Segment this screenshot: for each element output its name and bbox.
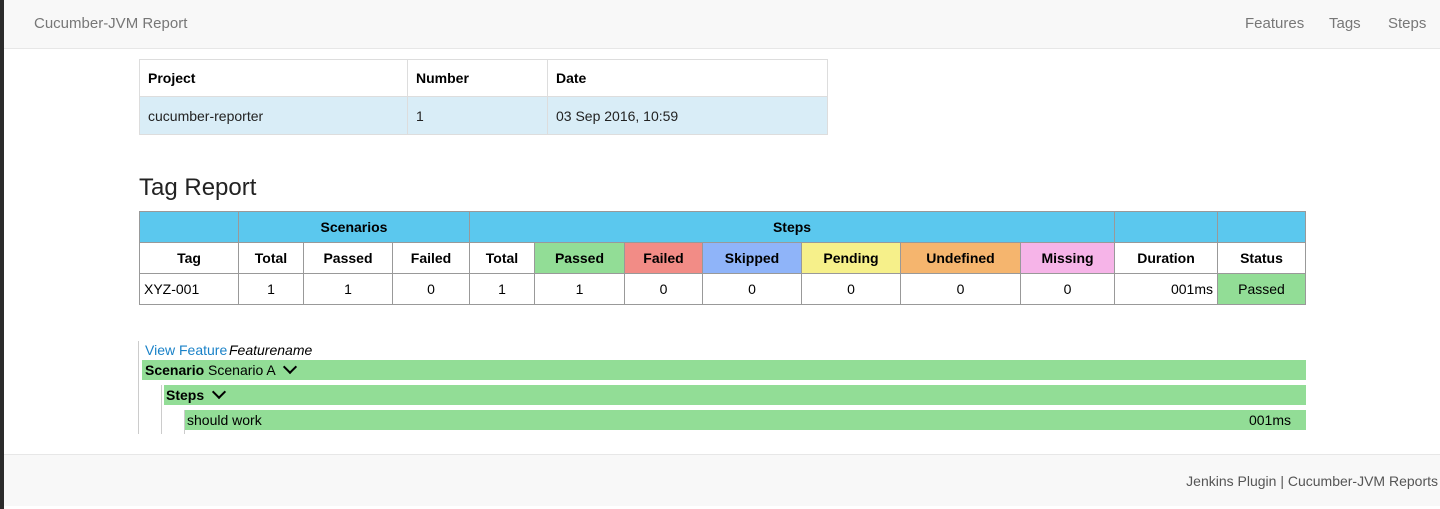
group-empty-status [1217, 211, 1306, 243]
scenario-keyword: Scenario [145, 362, 205, 378]
scenario-bar[interactable]: Scenario Scenario A [142, 359, 1306, 380]
col-status[interactable]: Status [1217, 242, 1306, 274]
footer: Jenkins Plugin | Cucumber-JVM Reports [4, 454, 1440, 506]
group-steps: Steps [469, 211, 1115, 243]
tag-name-link[interactable]: XYZ-001 [139, 273, 239, 305]
step-indent-line [184, 410, 185, 434]
cell-steps-failed: 0 [624, 273, 703, 305]
steps-indent-line [161, 385, 162, 434]
cell-steps-pending: 0 [801, 273, 901, 305]
header-date: Date [547, 59, 828, 97]
build-date: 03 Sep 2016, 10:59 [547, 96, 828, 135]
cell-duration: 001ms [1114, 273, 1218, 305]
col-scenarios-passed[interactable]: Passed [303, 242, 393, 274]
header-number: Number [407, 59, 548, 97]
col-steps-failed[interactable]: Failed [624, 242, 703, 274]
cell-scenarios-total: 1 [238, 273, 304, 305]
col-steps-total[interactable]: Total [469, 242, 535, 274]
col-scenarios-failed[interactable]: Failed [392, 242, 470, 274]
nav-tags[interactable]: Tags [1329, 15, 1361, 32]
group-empty-duration [1114, 211, 1218, 243]
cell-scenarios-failed: 0 [392, 273, 470, 305]
project-name: cucumber-reporter [139, 96, 408, 135]
table-row: XYZ-001 1 1 0 1 1 0 0 0 0 0 001ms Passed [139, 273, 1306, 305]
chevron-down-icon[interactable] [282, 359, 297, 375]
col-steps-undefined[interactable]: Undefined [900, 242, 1021, 274]
nav-features[interactable]: Features [1245, 15, 1305, 32]
cell-steps-total: 1 [469, 273, 535, 305]
cell-scenarios-passed: 1 [303, 273, 393, 305]
feature-name: Featurename [229, 342, 313, 358]
steps-label: Steps [166, 387, 205, 403]
col-steps-pending[interactable]: Pending [801, 242, 901, 274]
feature-details: View Feature Featurename Scenario Scenar… [138, 341, 1307, 434]
step-duration: 001ms [1248, 412, 1291, 428]
brand-link[interactable]: Cucumber-JVM Report [34, 15, 188, 32]
project-info-table: Project Number Date cucumber-reporter 1 … [139, 59, 828, 135]
chevron-down-icon[interactable] [211, 384, 227, 400]
steps-bar[interactable]: Steps [164, 384, 1306, 405]
top-navbar: Cucumber-JVM Report Features Tags Steps [4, 0, 1440, 49]
build-number: 1 [407, 96, 548, 135]
step-text: should work [187, 412, 262, 428]
cell-steps-undefined: 0 [900, 273, 1021, 305]
col-steps-passed[interactable]: Passed [534, 242, 625, 274]
report-page: Cucumber-JVM Report Features Tags Steps … [4, 0, 1440, 509]
group-scenarios: Scenarios [238, 211, 470, 243]
cell-steps-passed: 1 [534, 273, 625, 305]
step-row: should work 001ms [185, 410, 1306, 430]
col-tag[interactable]: Tag [139, 242, 239, 274]
header-project: Project [139, 59, 408, 97]
col-duration[interactable]: Duration [1114, 242, 1218, 274]
scenario-name: Scenario A [208, 362, 275, 378]
view-feature-link[interactable]: View Feature [145, 342, 228, 358]
tag-report-title: Tag Report [139, 174, 257, 201]
tag-report-table: Scenarios Steps Tag Total Passed Failed … [139, 211, 1306, 305]
group-empty [139, 211, 239, 243]
col-steps-skipped[interactable]: Skipped [702, 242, 802, 274]
nav-steps[interactable]: Steps [1388, 15, 1427, 32]
col-scenarios-total[interactable]: Total [238, 242, 304, 274]
col-steps-missing[interactable]: Missing [1020, 242, 1115, 274]
footer-text: Jenkins Plugin | Cucumber-JVM Reports [1186, 473, 1438, 489]
status-badge: Passed [1217, 273, 1306, 305]
cell-steps-skipped: 0 [702, 273, 802, 305]
cell-steps-missing: 0 [1020, 273, 1115, 305]
